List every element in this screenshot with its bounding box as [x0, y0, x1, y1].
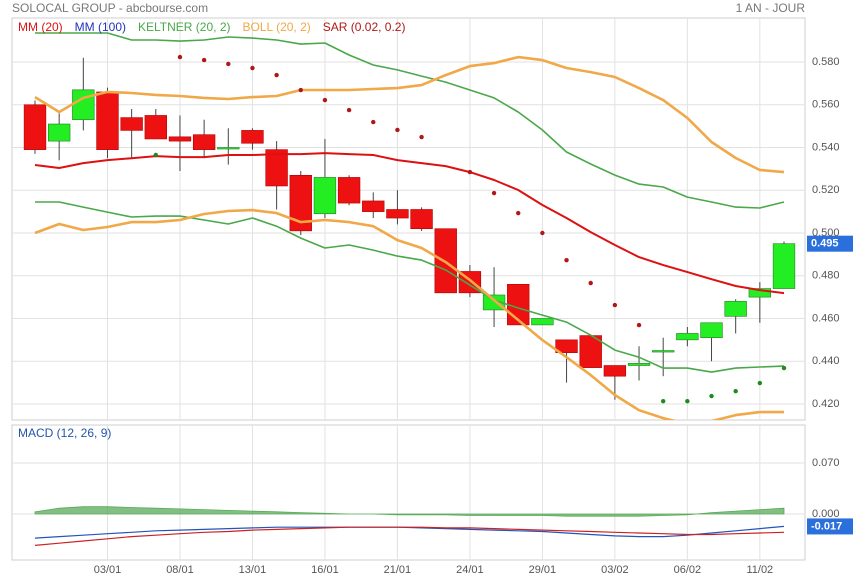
sar-dot: [226, 61, 231, 67]
sar-dot: [491, 190, 497, 196]
candle-body: [168, 136, 192, 142]
y-tick-label: 0.540: [812, 141, 840, 153]
sar-dot: [371, 119, 376, 125]
histogram-area: [34, 506, 785, 517]
candle-body: [47, 123, 71, 142]
sar-dot: [250, 65, 255, 71]
legend-entry: MM (20): [18, 20, 63, 34]
candle-body: [627, 363, 651, 366]
sar-dot: [467, 169, 473, 175]
candle-body: [603, 365, 627, 377]
candle-body: [265, 149, 288, 187]
value-label: 0.495: [811, 238, 839, 250]
y-tick-label: 0.560: [812, 99, 840, 111]
candle-body: [96, 91, 119, 150]
sar-dot: [733, 388, 738, 394]
candle-body: [386, 209, 409, 219]
band-upper: [34, 55, 785, 174]
candle-body: [289, 174, 312, 232]
sar-dot: [346, 107, 352, 113]
value-label: -0.017: [811, 520, 842, 532]
y-tick-label: 0.000: [812, 508, 840, 520]
band-upper: [35, 32, 785, 209]
sar-dot: [395, 127, 400, 133]
candle-body: [120, 117, 143, 131]
band-lower: [35, 201, 785, 373]
value-box: [807, 235, 853, 252]
sar-dot: [298, 87, 303, 93]
candle-body: [700, 322, 723, 339]
candle-body: [362, 200, 385, 212]
candle-body: [23, 104, 47, 150]
y-tick-label: 0.070: [812, 457, 840, 469]
legend-entry: BOLL (20, 2): [243, 20, 311, 34]
candle-body: [676, 333, 699, 341]
plot-area: [34, 506, 785, 546]
sar-dot: [588, 280, 593, 286]
sar-dot: [564, 257, 569, 263]
x-tick-label: 03/02: [601, 564, 629, 576]
x-tick-label: 16/01: [311, 564, 339, 576]
candle-body: [144, 115, 167, 140]
candle-body: [192, 134, 216, 150]
y-tick-label: 0.460: [812, 312, 840, 324]
value-box: [807, 518, 853, 535]
sar-dot: [153, 152, 159, 158]
candle-body: [772, 243, 796, 289]
sar-dot: [177, 54, 183, 60]
legend-entry: SAR (0.02, 0.2): [323, 20, 406, 34]
legend-entry: MM (100): [75, 20, 126, 34]
x-tick-label: 13/01: [239, 564, 267, 576]
x-tick-label: 11/02: [746, 564, 773, 576]
moving-average: [34, 152, 785, 295]
sar-dot: [516, 210, 521, 216]
x-tick-label: 06/02: [674, 564, 702, 576]
candle-body: [652, 350, 675, 353]
sar-dot: [781, 365, 787, 371]
macd-line: [34, 526, 785, 546]
sar-dot: [612, 302, 618, 308]
y-tick-label: 0.520: [812, 184, 840, 196]
sar-dot: [201, 57, 207, 63]
candle-body: [313, 177, 337, 215]
plot-area: [23, 32, 796, 420]
main-frame: [11, 17, 806, 421]
chart-title: SOLOCAL GROUP - abcbourse.com: [12, 1, 208, 15]
x-tick-label: 21/01: [384, 564, 412, 576]
sar-dot: [322, 97, 328, 103]
sar-dot: [709, 393, 714, 399]
sar-dot: [757, 380, 763, 386]
sar-dot: [636, 322, 642, 328]
band-lower: [34, 208, 784, 420]
sar-dot: [660, 398, 666, 404]
y-tick-label: 0.440: [812, 355, 840, 367]
candle-body: [337, 177, 361, 204]
candle-body: [241, 130, 264, 144]
legend-entry: KELTNER (20, 2): [138, 20, 230, 34]
macd-frame: [11, 424, 806, 561]
y-tick-label: 0.420: [812, 398, 840, 410]
sar-dot: [540, 230, 545, 236]
x-tick-label: 08/01: [166, 564, 194, 576]
sar-dot: [685, 398, 690, 404]
candle-body: [748, 288, 772, 298]
candle-body: [724, 301, 747, 317]
panel-title: MACD (12, 26, 9): [18, 426, 111, 440]
y-tick-label: 0.580: [812, 56, 840, 68]
candle-body: [72, 89, 95, 121]
candle-body: [555, 339, 578, 353]
x-tick-label: 03/01: [94, 564, 122, 576]
x-tick-label: 24/01: [456, 564, 484, 576]
candle-body: [531, 318, 554, 326]
sar-dot: [419, 134, 424, 140]
period: 1 AN - JOUR: [736, 1, 806, 15]
candle-body: [410, 209, 433, 230]
x-tick-label: 29/01: [529, 564, 557, 576]
sar-dot: [274, 72, 279, 78]
candle-body: [217, 147, 240, 150]
y-tick-label: 0.480: [812, 270, 840, 282]
